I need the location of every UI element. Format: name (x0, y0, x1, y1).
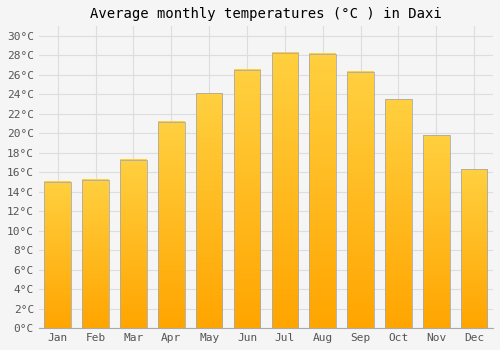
Bar (272, 52, 298, 328)
Bar (196, 93, 222, 328)
Bar (423, 135, 450, 328)
Bar (461, 169, 487, 328)
Bar (385, 99, 411, 328)
Bar (44, 182, 71, 328)
Bar (82, 180, 109, 328)
Bar (348, 72, 374, 328)
Bar (158, 122, 184, 328)
Title: Average monthly temperatures (°C ) in Daxi: Average monthly temperatures (°C ) in Da… (90, 7, 442, 21)
Bar (234, 70, 260, 328)
Bar (120, 160, 146, 328)
Bar (310, 54, 336, 328)
